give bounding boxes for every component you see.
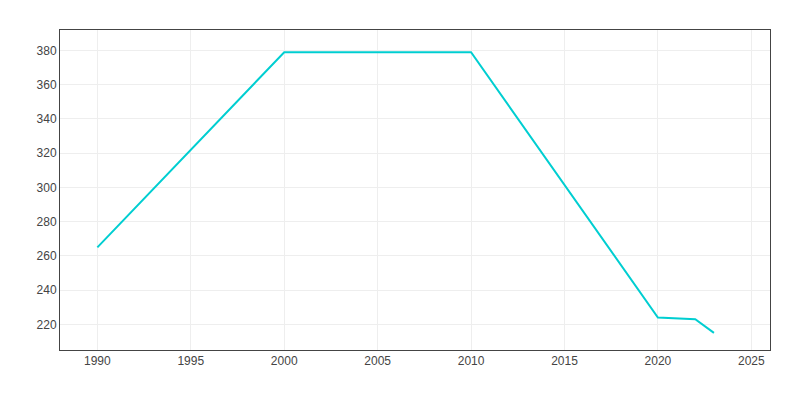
svg-text:360: 360	[37, 78, 57, 92]
svg-text:260: 260	[37, 249, 57, 263]
svg-text:2000: 2000	[271, 354, 298, 368]
svg-text:380: 380	[37, 44, 57, 58]
svg-text:1995: 1995	[177, 354, 204, 368]
svg-text:220: 220	[37, 318, 57, 332]
svg-text:240: 240	[37, 283, 57, 297]
svg-text:2015: 2015	[551, 354, 578, 368]
svg-text:280: 280	[37, 215, 57, 229]
svg-text:2005: 2005	[364, 354, 391, 368]
svg-text:340: 340	[37, 112, 57, 126]
svg-text:320: 320	[37, 146, 57, 160]
svg-text:300: 300	[37, 181, 57, 195]
svg-text:2025: 2025	[738, 354, 765, 368]
svg-text:2020: 2020	[645, 354, 672, 368]
svg-text:2010: 2010	[458, 354, 485, 368]
svg-text:1990: 1990	[84, 354, 111, 368]
